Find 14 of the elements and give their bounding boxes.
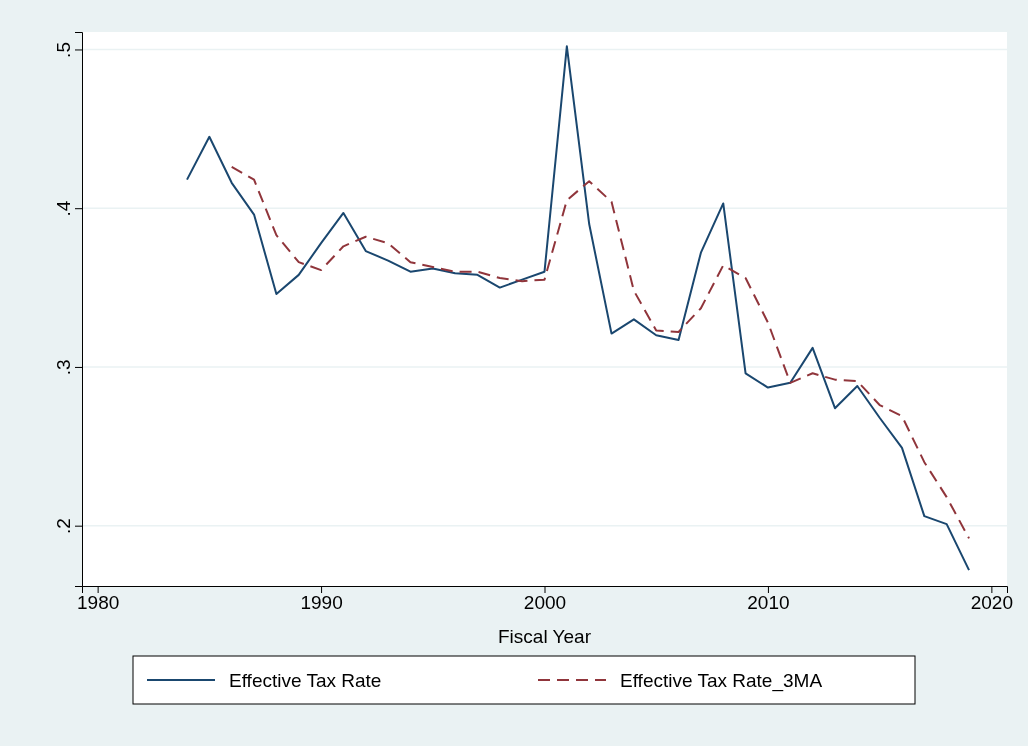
y-tick-label: .3 [53,359,74,376]
y-tick-label: .2 [53,518,74,535]
line-series [186,45,971,572]
y-tick-label: .4 [53,200,74,217]
x-tick-label: 2020 [970,592,1013,614]
line-series [230,165,971,540]
x-axis-title: Fiscal Year [498,626,592,647]
x-tick-label: 2000 [523,592,567,614]
legend-label: Effective Tax Rate [229,670,382,691]
legend-label: Effective Tax Rate_3MA [620,670,823,692]
y-tick-label: .5 [53,42,74,58]
x-tick-label: 1990 [300,592,343,614]
x-tick-label: 1980 [77,592,120,614]
x-tick-label: 2010 [747,592,790,614]
